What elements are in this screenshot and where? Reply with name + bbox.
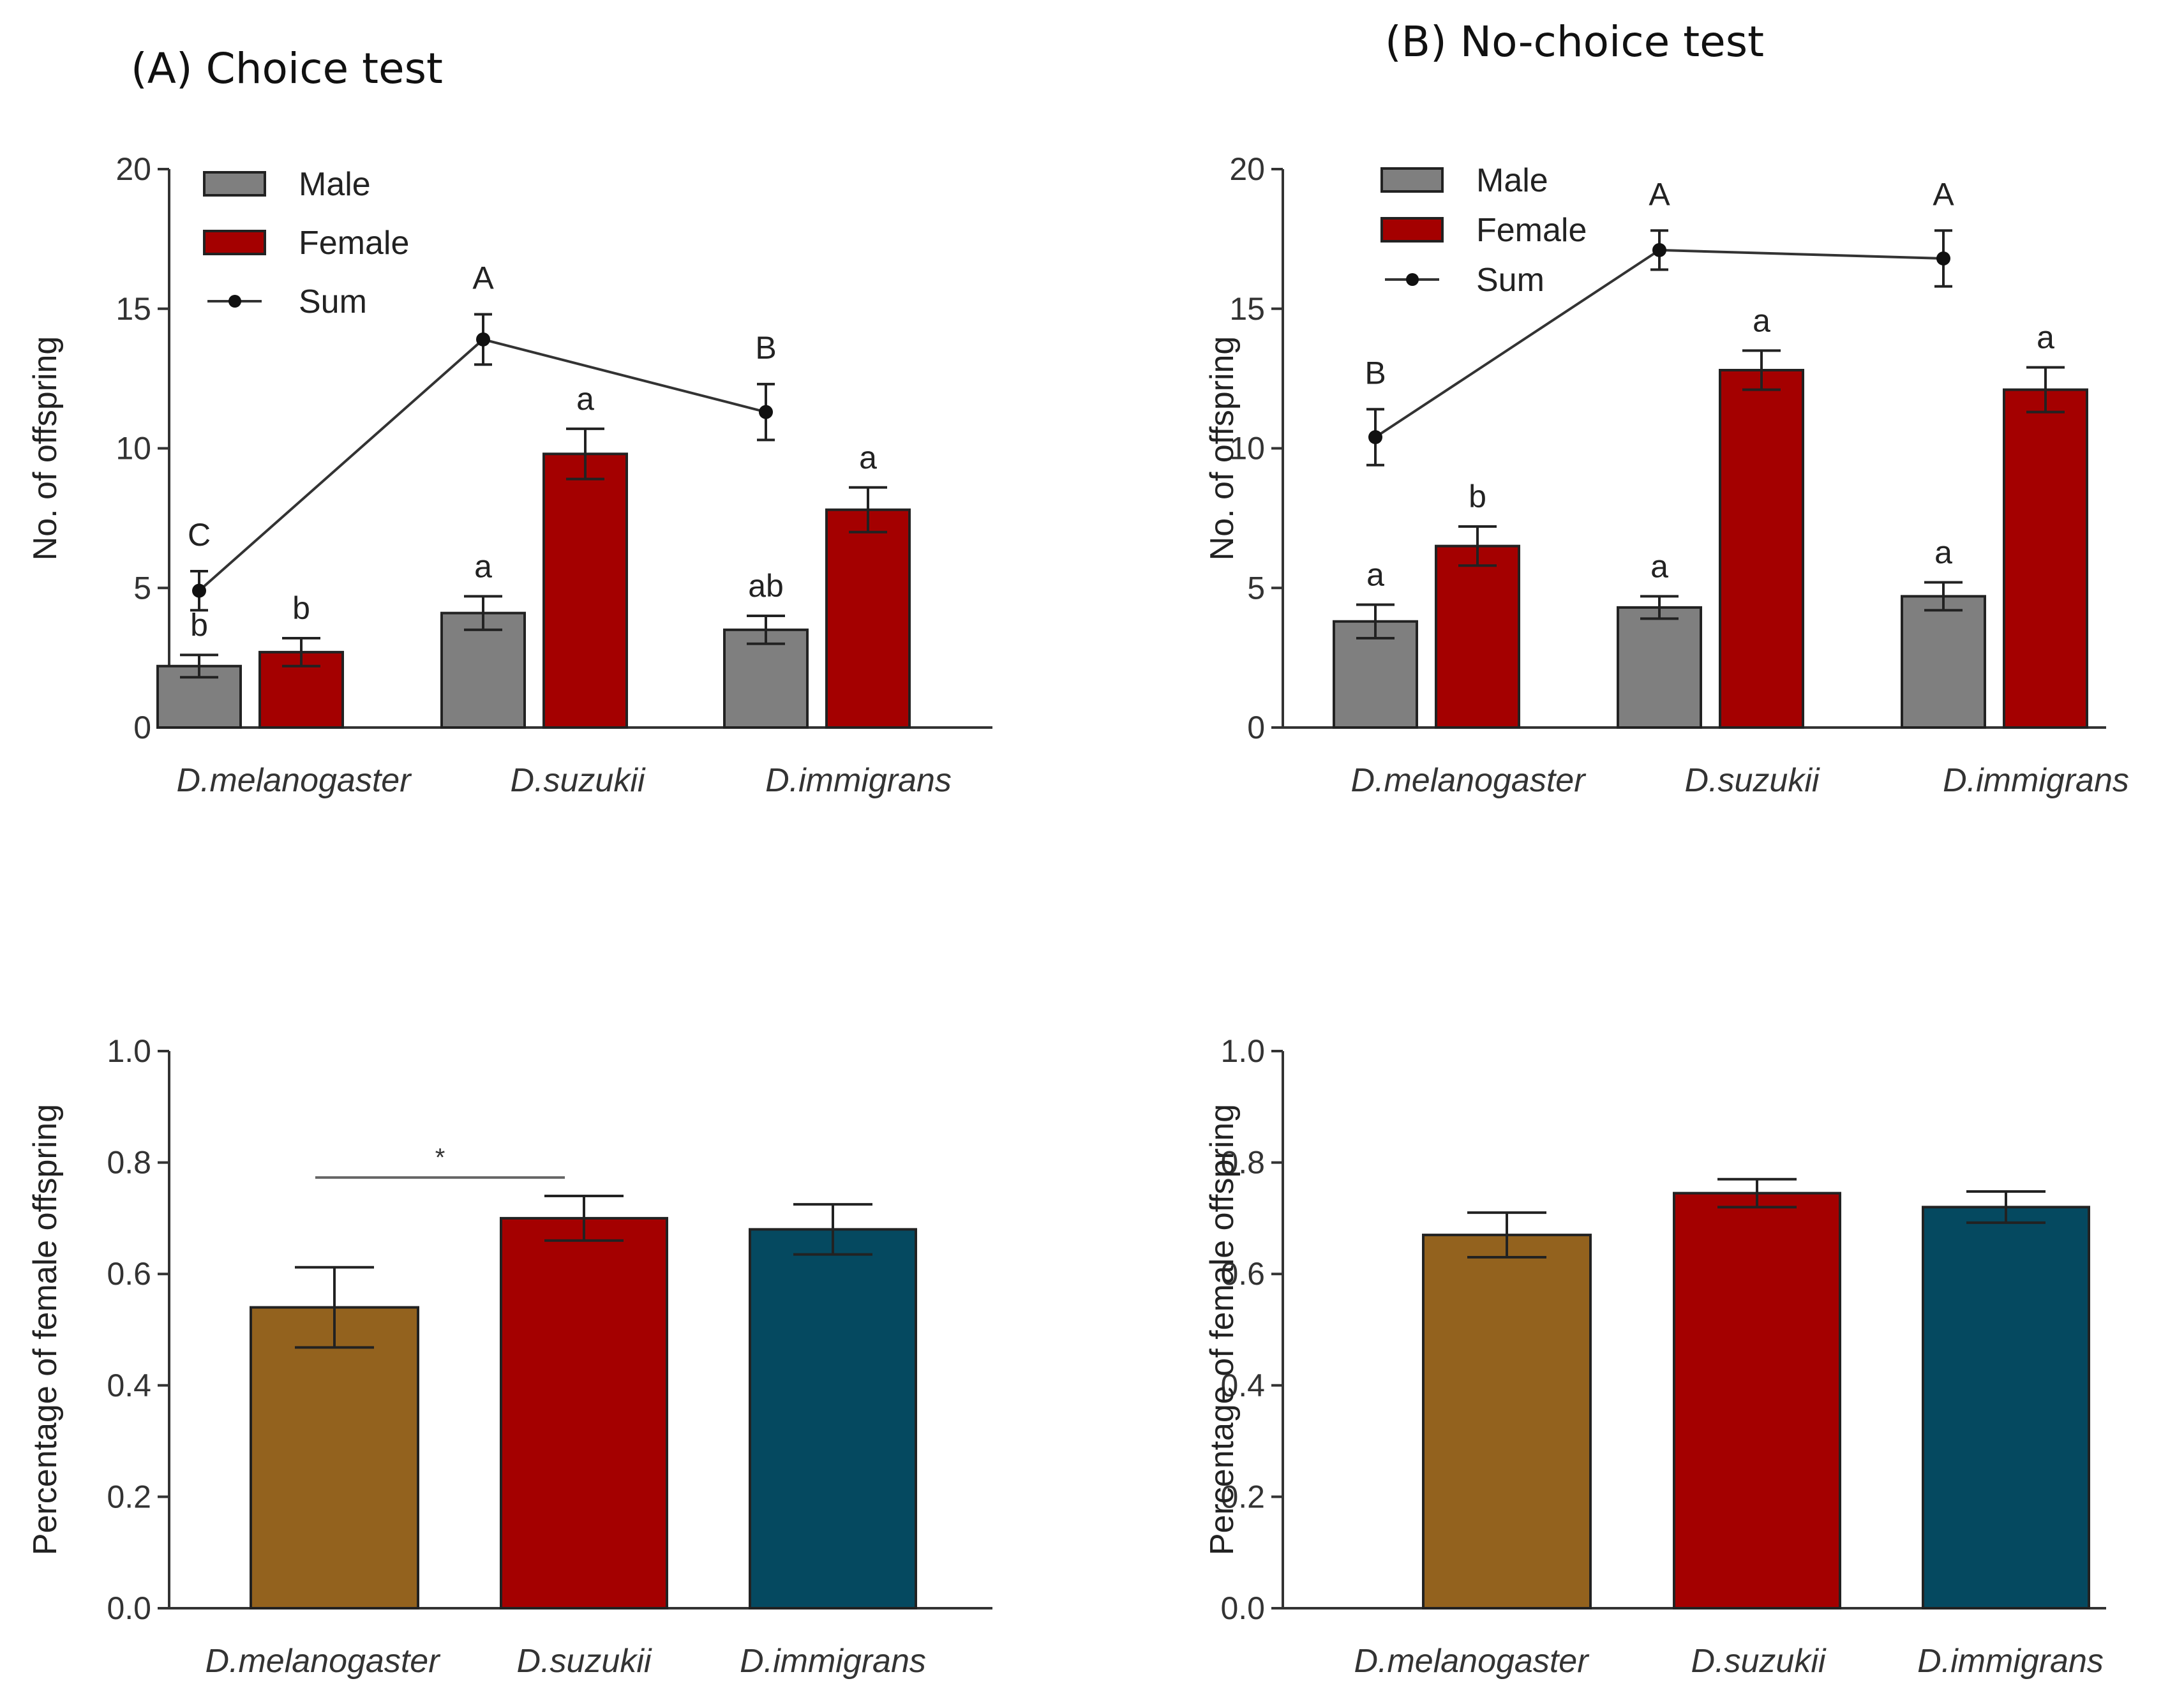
- panel-b-top-x-tick-label: D.immigrans: [1943, 762, 2129, 799]
- panel-a-top-legend: Male Female Sum: [203, 166, 409, 320]
- panel-a-top-chart: 0 5 10 15 20 No. of offspring D.melanogaster D.…: [27, 151, 992, 799]
- panel-a-top-sum-point: [476, 332, 490, 347]
- panel-a-top-y-tick-label: 0: [133, 710, 151, 745]
- panel-b-top-sum-letter: A: [1649, 176, 1670, 212]
- legend-label-female: Female: [1476, 212, 1587, 249]
- panel-b-top-letter-female: a: [2037, 320, 2054, 355]
- panel-b-top-bar-female: [1435, 544, 1520, 729]
- panel-b-top-chart: 0 5 10 15 20 No. of offspring D.melanogaster D.…: [1204, 151, 2129, 799]
- legend-swatch-male: [203, 171, 266, 197]
- panel-a-bottom-significance-star: *: [435, 1144, 445, 1172]
- panel-b-bottom-x-tick-label: D.immigrans: [1917, 1643, 2104, 1680]
- panel-a-top-sum-point: [192, 583, 206, 598]
- legend-label-sum: Sum: [299, 283, 367, 320]
- panel-a-top-sum-point: [759, 405, 773, 419]
- panel-a-top-y-tick-label: 5: [133, 570, 151, 606]
- panel-b-bottom-chart: 0.0 0.2 0.4 0.6 0.8 1.0 Percentage of female o…: [1204, 1033, 2106, 1680]
- panel-a-bottom-y-tick-label: 1.0: [107, 1033, 151, 1069]
- panel-b-top-letter-male: a: [1934, 535, 1952, 571]
- panel-b-bottom-y-axis-label: Percentage of female offspring: [1204, 1104, 1241, 1555]
- panel-b-bottom-y-tick-label: 0.0: [1220, 1590, 1265, 1626]
- panel-b-bottom-bar: [1422, 1234, 1592, 1610]
- panel-a-top-sum-letter: B: [755, 330, 776, 366]
- panel-b-top-sum-point: [1368, 430, 1382, 444]
- panel-a-top-letter-male: a: [474, 548, 492, 584]
- panel-b-top-sum-letter: A: [1933, 176, 1954, 212]
- legend-label-male: Male: [1476, 162, 1548, 199]
- panel-a-top-letter-female: a: [576, 381, 594, 417]
- panel-b-bottom-bar: [1922, 1206, 2090, 1610]
- panel-b-bottom-y-tick-label: 0.6: [1220, 1256, 1265, 1292]
- panel-a-bottom-x-tick-label: D.immigrans: [740, 1643, 926, 1680]
- panel-b-bottom-y-tick-label: 0.8: [1220, 1145, 1265, 1181]
- panel-a-bottom-x-tick-label: D.melanogaster: [205, 1643, 441, 1680]
- panel-b-bottom-y-tick-label: 1.0: [1220, 1033, 1265, 1069]
- panel-b-top-y-tick-label: 20: [1229, 151, 1265, 187]
- panel-b-bottom-x-tick-label: D.melanogaster: [1354, 1643, 1590, 1680]
- legend-swatch-sum-dot: [1406, 273, 1419, 286]
- panel-a-bottom-y-tick-label: 0.0: [107, 1590, 151, 1626]
- panel-b-top-letter-female: b: [1469, 479, 1486, 514]
- legend-swatch-female: [203, 230, 266, 255]
- panel-a-top-y-tick-label: 10: [116, 431, 151, 467]
- panel-a-top-sum-letter: C: [188, 517, 211, 553]
- panel-a-top-x-tick-label: D.suzukii: [511, 762, 646, 799]
- panel-a-bottom-y-tick-label: 0.2: [107, 1479, 151, 1514]
- panel-a-bottom-y-tick-label: 0.4: [107, 1368, 151, 1403]
- panel-a-bottom-bar: [500, 1216, 668, 1610]
- panel-a-top-letter-female: b: [292, 590, 310, 626]
- legend-swatch-sum-dot: [228, 295, 241, 308]
- legend-swatch-female: [1380, 217, 1444, 243]
- panel-b-top-y-tick-label: 10: [1229, 431, 1265, 467]
- legend-label-male: Male: [299, 166, 371, 203]
- panel-b-bottom-y-tick-label: 0.4: [1220, 1368, 1265, 1403]
- panel-a-title: (A) Choice test: [131, 44, 443, 93]
- panel-b-top-sum-letter: B: [1365, 355, 1386, 391]
- panel-b-title: (B) No-choice test: [1385, 17, 1764, 66]
- panel-b-top-x-tick-label: D.suzukii: [1685, 762, 1820, 799]
- panel-a-bottom-bar: [250, 1306, 419, 1610]
- panel-a-top-bar-female: [825, 508, 911, 729]
- panel-a-top-y-tick-label: 20: [116, 151, 151, 187]
- panel-b-top-y-tick-label: 5: [1247, 570, 1265, 606]
- panel-b-bottom-x-tick-label: D.suzukii: [1691, 1643, 1827, 1680]
- panel-b-top-x-tick-label: D.melanogaster: [1350, 762, 1587, 799]
- panel-a-bottom-y-axis-label: Percentage of female offspring: [27, 1104, 64, 1555]
- panel-b-top-sum-point: [1652, 243, 1666, 257]
- panel-a-top-sum-letter: A: [472, 260, 494, 296]
- legend-label-sum: Sum: [1476, 262, 1545, 299]
- panel-a-bottom-y-tick-label: 0.6: [107, 1256, 151, 1292]
- panel-b-top-legend: Male Female Sum: [1380, 162, 1587, 299]
- panel-a-top-letter-male: b: [190, 607, 208, 643]
- panel-b-top-bar-male: [1617, 606, 1702, 729]
- panel-a-top-letter-male: ab: [748, 568, 784, 604]
- panel-b-top-sum-point: [1936, 251, 1950, 265]
- panel-b-bottom-y-tick-label: 0.2: [1220, 1479, 1265, 1514]
- panel-a-top-letter-female: a: [859, 440, 877, 475]
- panel-a-bottom-x-tick-label: D.suzukii: [517, 1643, 652, 1680]
- panel-a-top-x-tick-label: D.immigrans: [765, 762, 952, 799]
- panel-a-top-bar-female: [542, 452, 628, 729]
- panel-b-top-letter-female: a: [1753, 302, 1770, 338]
- panel-b-top-bar-male: [1901, 595, 1986, 729]
- panel-b-top-letter-male: a: [1650, 548, 1668, 584]
- panel-b-top-y-tick-label: 15: [1229, 291, 1265, 327]
- panel-b-top-letter-male: a: [1366, 557, 1384, 593]
- panel-b-top-sum-line: [1374, 248, 1944, 438]
- panel-b-bottom-bar: [1673, 1191, 1841, 1610]
- panel-a-bottom-y-tick-label: 0.8: [107, 1145, 151, 1181]
- panel-b-top-bar-female: [1719, 369, 1804, 729]
- panel-a-top-y-axis-label: No. of offspring: [27, 336, 64, 561]
- panel-b-top-bar-female: [2003, 388, 2088, 729]
- legend-swatch-male: [1380, 167, 1444, 193]
- panel-a-bottom-bar: [749, 1228, 917, 1610]
- legend-label-female: Female: [299, 225, 409, 262]
- panel-b-top-y-tick-label: 0: [1247, 710, 1265, 745]
- panel-b-top-y-axis-label: No. of offspring: [1204, 336, 1241, 561]
- panel-a-top-x-tick-label: D.melanogaster: [176, 762, 412, 799]
- panel-a-bottom-chart: 0.0 0.2 0.4 0.6 0.8 1.0 Percentage of female o…: [27, 1033, 992, 1680]
- panel-a-top-bar-male: [723, 628, 809, 729]
- panel-a-top-y-tick-label: 15: [116, 291, 151, 327]
